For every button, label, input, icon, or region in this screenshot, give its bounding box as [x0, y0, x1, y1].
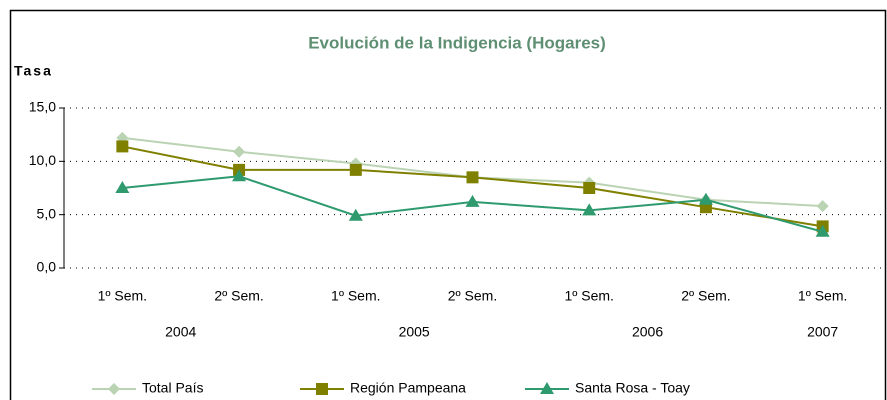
year-label: 2006 — [632, 324, 663, 340]
point — [348, 208, 363, 221]
legend-label: Santa Rosa - Toay — [575, 380, 690, 396]
point — [465, 194, 480, 207]
year-label: 2005 — [399, 324, 430, 340]
y-tick-label: 5,0 — [37, 205, 57, 221]
y-tick-label: 15,0 — [29, 99, 56, 115]
x-tick-label: 1º Sem. — [331, 288, 380, 304]
point — [116, 140, 129, 153]
point — [698, 192, 713, 205]
point — [349, 163, 362, 176]
point — [466, 171, 479, 184]
legend-label: Total País — [142, 380, 203, 396]
x-tick-label: 2º Sem. — [681, 288, 730, 304]
point — [583, 182, 596, 194]
legend-marker — [540, 382, 554, 394]
year-label: 2007 — [807, 324, 838, 340]
y-axis-label: Tasa — [14, 63, 53, 79]
y-tick-label: 10,0 — [29, 152, 56, 168]
legend-marker — [108, 383, 120, 395]
x-tick-label: 1º Sem. — [564, 288, 613, 304]
x-tick-label: 1º Sem. — [98, 288, 147, 304]
point — [232, 169, 247, 182]
legend-marker — [316, 383, 328, 395]
point — [115, 181, 130, 193]
x-tick-label: 1º Sem. — [798, 288, 847, 304]
year-label: 2004 — [165, 324, 196, 340]
point — [816, 200, 829, 213]
legend-label: Región Pampeana — [350, 380, 466, 396]
x-tick-label: 2º Sem. — [448, 288, 497, 304]
point — [582, 203, 597, 216]
point — [815, 224, 830, 237]
x-tick-label: 2º Sem. — [214, 288, 263, 304]
chart-title: Evolución de la Indigencia (Hogares) — [308, 33, 606, 52]
point — [233, 145, 246, 158]
y-tick-label: 0,0 — [37, 259, 57, 275]
